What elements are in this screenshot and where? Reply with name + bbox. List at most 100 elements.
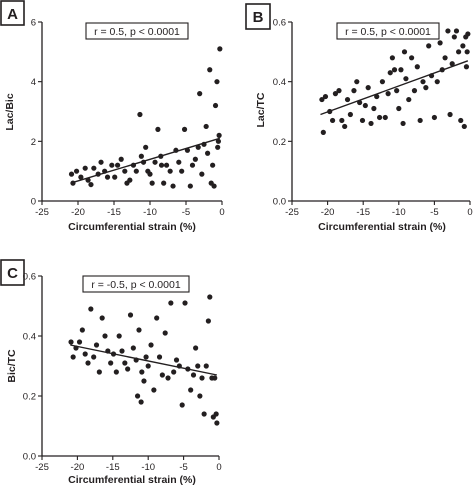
panel-b-ylabel: Lac/TC	[255, 92, 267, 127]
panel-a-data-point	[161, 180, 167, 186]
panel-c-data-point	[173, 357, 180, 363]
panel-c-data-point	[151, 387, 157, 393]
panel-c-data-point	[168, 300, 174, 306]
panel-b-data-point	[463, 64, 470, 70]
panel-a-data-point	[118, 156, 124, 162]
panel-c-ylabel: Bic/TC	[6, 349, 18, 383]
panel-b-data-point	[351, 88, 357, 94]
panel-c-data-point	[154, 315, 160, 321]
panel-a-data-point	[203, 123, 209, 130]
panel-b-data-point	[414, 64, 420, 70]
panel-a-data-point	[181, 126, 188, 132]
panel-c-data-point	[162, 330, 168, 336]
panel-b-data-point	[368, 120, 374, 127]
panel-a-data-point	[112, 174, 118, 180]
panel-a-data-point	[167, 168, 173, 174]
panel-a-x-tick-label: -25	[35, 207, 49, 218]
panel-c-data-point	[79, 327, 85, 333]
panel-c-label-box	[0, 259, 25, 286]
panel-b-data-point	[382, 114, 388, 121]
panel-b-data-point	[406, 96, 412, 103]
panel-b-x-tick-label: -20	[321, 207, 335, 218]
panel-b-x-tick-label: -25	[285, 207, 299, 218]
panel-a-x-tick-label: -10	[143, 207, 157, 218]
panel-c-data-point	[68, 339, 74, 345]
panel-a-data-point	[88, 181, 94, 188]
panel-c-data-point	[190, 372, 197, 378]
panel-c-data-point	[179, 402, 185, 408]
panel-b-data-point	[449, 61, 455, 67]
panel-c-data-point	[138, 399, 144, 405]
panel-c-data-point	[171, 369, 177, 375]
panel-b-data-point	[376, 114, 383, 121]
panel-c-data-point	[214, 420, 220, 426]
panel-c-data-point	[159, 372, 165, 378]
panel-c: C r = -0.5, p < 0.0001 Bic/TC Circumfere…	[0, 259, 222, 485]
panel-b-data-point	[465, 31, 471, 37]
panel-c-data-point	[213, 411, 219, 417]
panel-b-data-point	[458, 117, 464, 124]
panel-c-data-point	[201, 411, 207, 417]
panel-b-data-point	[322, 93, 329, 100]
panel-b-data-point	[385, 91, 391, 97]
panel-c-data-point	[143, 354, 149, 360]
panel-c-data-point	[76, 339, 83, 345]
panel-a-data-point	[152, 159, 158, 165]
panel-c-data-point	[113, 369, 119, 375]
panel-b-data-point	[389, 55, 395, 61]
panel-a-data-point	[197, 91, 203, 97]
panel-a-data-point	[216, 132, 222, 138]
panel-c-data-point	[85, 360, 91, 366]
panel-c-data-point	[197, 393, 203, 399]
panel-b-label-box	[245, 3, 271, 30]
panel-b-data-point	[400, 120, 406, 127]
panel-c-x-tick-label: -5	[179, 462, 187, 473]
panel-a-y-tick-label: 2	[31, 137, 36, 148]
panel-b-data-point	[365, 85, 371, 91]
panel-b-y-tick-label: 0.6	[273, 18, 286, 29]
panel-b-data-point	[342, 123, 348, 130]
panel-a-data-point	[176, 159, 182, 165]
panel-a-data-point	[82, 165, 88, 171]
panel-c-data-point	[145, 363, 151, 369]
panel-b-data-point	[403, 76, 409, 82]
panel-b-data-point	[374, 93, 380, 100]
panel-b-data-point	[464, 49, 470, 55]
panel-c-data-point	[156, 354, 163, 360]
panel-b-y-tick-label: 0.2	[273, 137, 286, 148]
panel-a-data-point	[133, 168, 139, 174]
panel-c-data-point	[70, 354, 76, 360]
panel-b-data-point	[379, 79, 386, 85]
panel-b-data-point	[319, 96, 325, 103]
panel-b-data-point	[329, 117, 336, 124]
panel-c-data-point	[127, 312, 134, 318]
panel-c-annotation: r = -0.5, p < 0.0001	[91, 279, 180, 291]
panel-c-data-point	[141, 378, 147, 384]
panel-b-x-tick-label: -5	[430, 207, 438, 218]
panel-c-xlabel: Circumferential strain (%)	[68, 474, 196, 485]
panel-b-data-point	[336, 88, 342, 94]
panel-a-annotation: r = 0.5, p < 0.0001	[94, 26, 180, 38]
panel-a-data-point	[192, 156, 198, 162]
panel-a-data-point	[155, 126, 161, 132]
panel-a-data-point	[98, 159, 104, 165]
panel-b-data-point	[434, 79, 440, 85]
panel-b-data-point	[394, 88, 400, 94]
panel-c-data-point	[125, 366, 131, 372]
panel-a-plot: 0 2 4 6 -25 -20 -15 -10 -5 0	[31, 18, 225, 219]
panel-c-y-tick-label: 0.2	[23, 392, 36, 403]
panel-a-data-point	[211, 183, 217, 189]
panel-c-data-point	[199, 375, 205, 381]
panel-b-x-tick-label: -15	[356, 207, 370, 218]
panel-a-data-point	[163, 162, 170, 168]
panel-b-plot: 0.0 0.2 0.4 0.6 -25 -20 -15 -10 -5 0	[273, 18, 473, 219]
panel-b-xlabel: Circumferential strain (%)	[318, 221, 446, 233]
panel-a-data-point	[199, 171, 205, 177]
panel-a-data-point	[207, 67, 213, 73]
panel-a-data-point	[127, 177, 133, 183]
panel-c-data-point	[207, 294, 213, 300]
panel-a-data-point	[149, 180, 155, 186]
panel-b-data-point	[453, 28, 460, 34]
panel-c-data-point	[93, 342, 100, 348]
panel-b-data-point	[347, 111, 353, 118]
